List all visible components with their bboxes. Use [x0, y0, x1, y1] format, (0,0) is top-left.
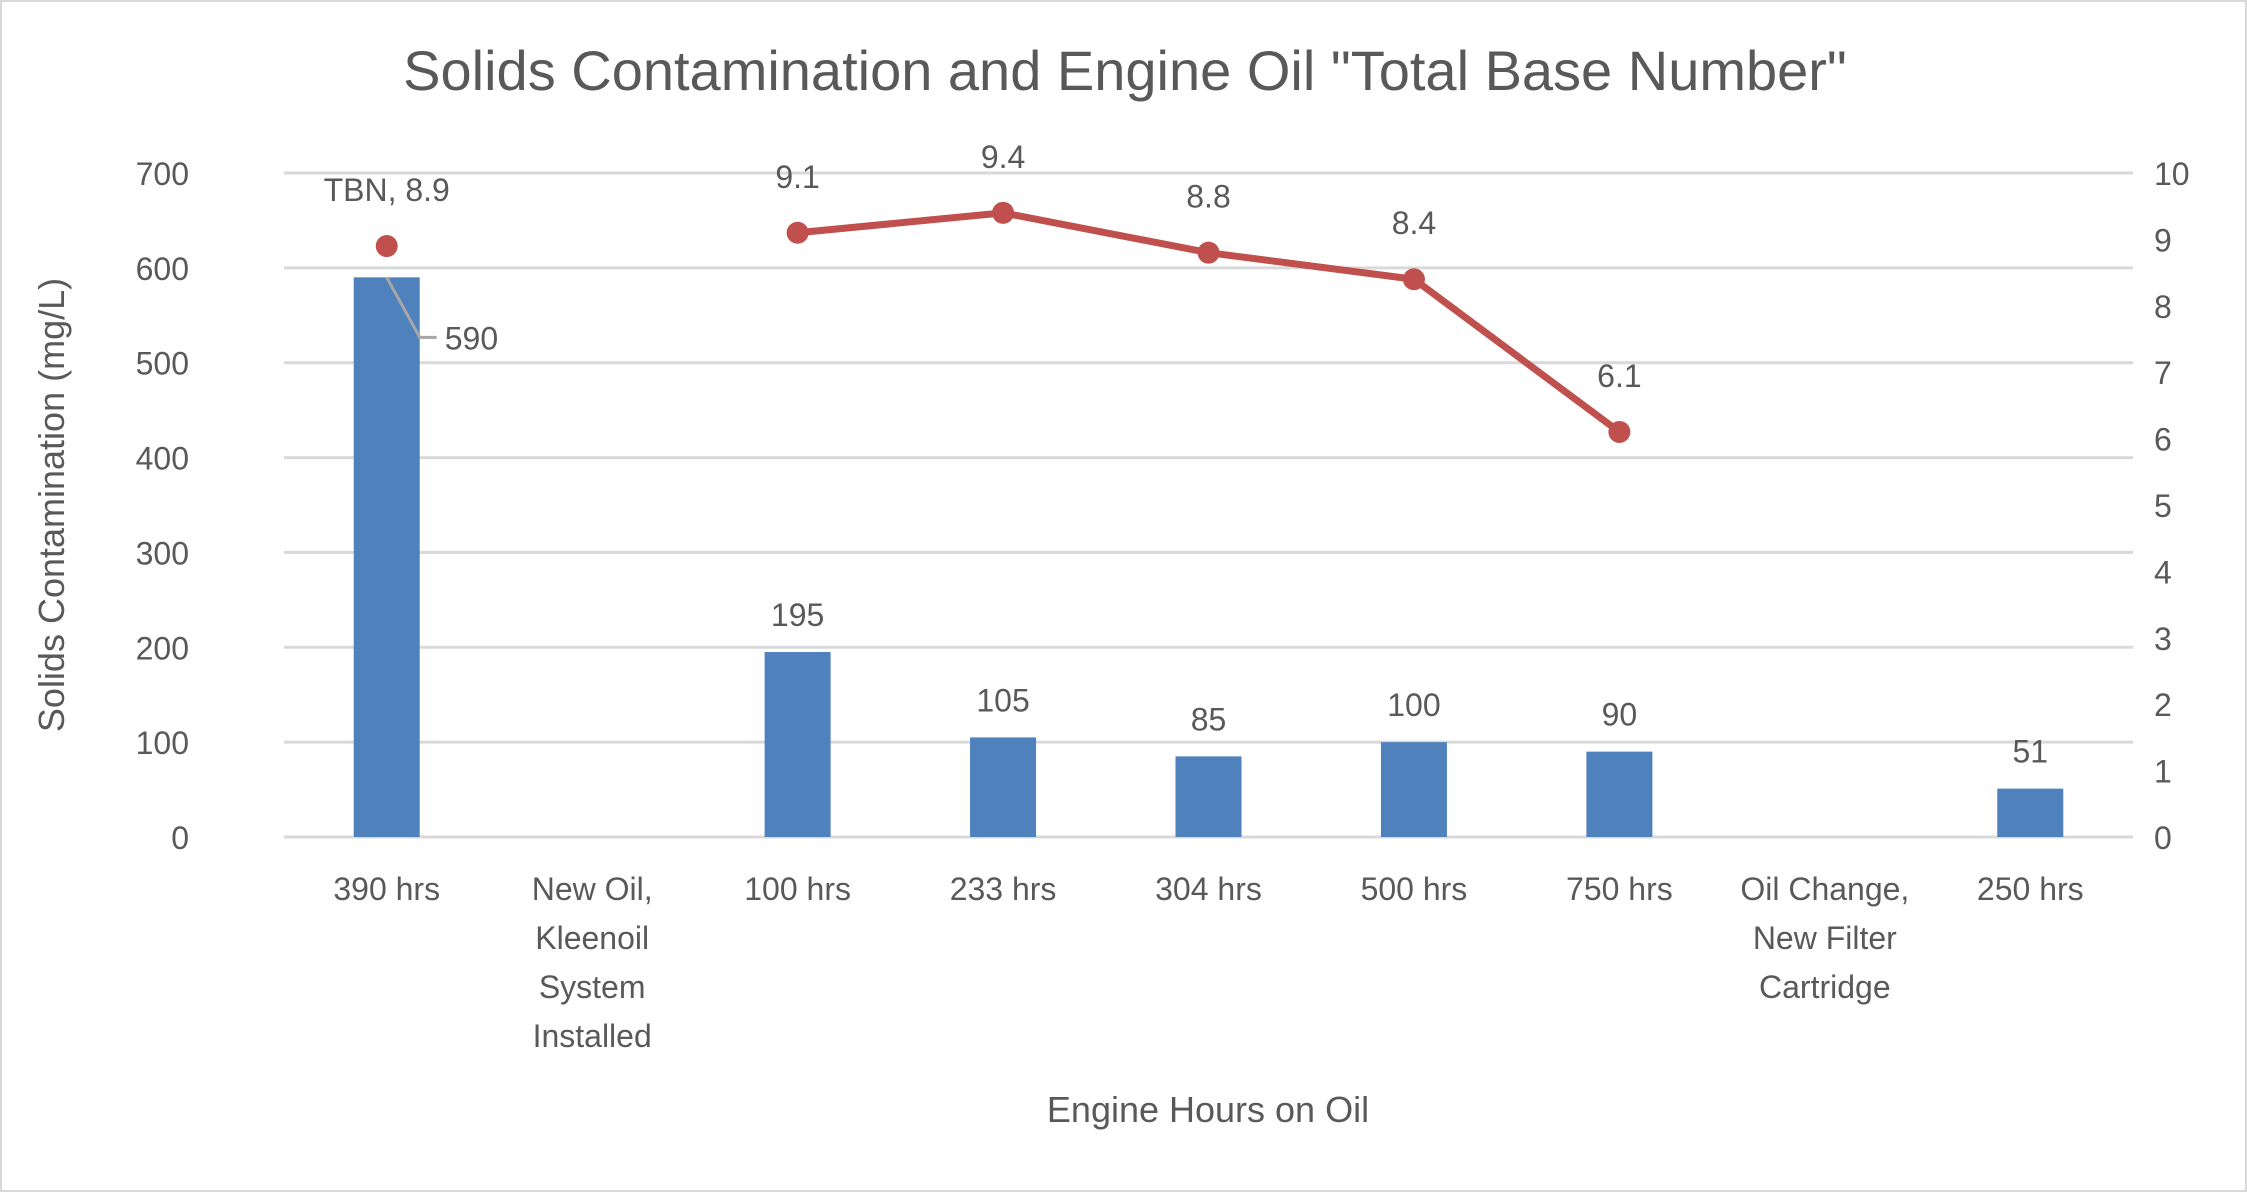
bar — [764, 652, 831, 837]
y2-tick-label: 9 — [2154, 222, 2172, 258]
tbn-point — [1197, 241, 1220, 264]
tbn-point — [786, 221, 809, 244]
line-data-label: 9.1 — [775, 159, 819, 195]
y2-tick-label: 7 — [2154, 355, 2172, 391]
y2-tick-label: 8 — [2154, 289, 2172, 325]
bar — [1380, 742, 1447, 837]
line-data-label: 8.8 — [1186, 179, 1230, 215]
bar-data-label: 85 — [1191, 701, 1227, 737]
y-tick-label: 700 — [136, 156, 189, 192]
line-data-label: 9.4 — [981, 139, 1025, 175]
bar-data-label: 590 — [445, 320, 498, 356]
y2-tick-label: 1 — [2154, 754, 2172, 790]
y2-tick-label: 6 — [2154, 422, 2172, 458]
y-tick-label: 100 — [136, 725, 189, 761]
bar — [1586, 751, 1653, 837]
y2-tick-label: 4 — [2154, 554, 2172, 590]
tbn-point — [1402, 268, 1425, 291]
line-data-label: TBN, 8.9 — [324, 172, 450, 208]
line-data-label: 6.1 — [1597, 358, 1641, 394]
bar — [353, 277, 420, 837]
tbn-point — [1608, 420, 1631, 443]
x-tick-label: Oil Change, New Filter Cartridge — [1740, 871, 1909, 1005]
x-axis-title: Engine Hours on Oil — [1047, 1089, 1369, 1130]
bar-data-label: 90 — [1602, 697, 1638, 733]
x-tick-label: 233 hrs — [950, 871, 1057, 907]
y2-tick-label: 0 — [2154, 820, 2172, 856]
x-tick-label: 250 hrs — [1977, 871, 2084, 907]
y2-tick-label: 3 — [2154, 621, 2172, 657]
y2-tick-label: 2 — [2154, 687, 2172, 723]
bar-data-label: 105 — [976, 682, 1029, 718]
tbn-point — [375, 235, 398, 258]
y-tick-label: 500 — [136, 346, 189, 382]
x-tick-label: 304 hrs — [1155, 871, 1262, 907]
y-axis-title: Solids Contamination (mg/L) — [31, 278, 72, 732]
bar — [1997, 788, 2064, 837]
bar-data-label: 100 — [1387, 687, 1440, 723]
bar-data-label: 195 — [771, 597, 824, 633]
y-tick-label: 300 — [136, 535, 189, 571]
tbn-point — [992, 201, 1015, 224]
leader-line — [385, 276, 437, 339]
x-tick-label: 100 hrs — [744, 871, 851, 907]
y2-tick-label: 10 — [2154, 156, 2190, 192]
y2-tick-label: 5 — [2154, 488, 2172, 524]
chart-title: Solids Contamination and Engine Oil "Tot… — [403, 39, 1847, 102]
y-tick-label: 400 — [136, 441, 189, 477]
y-tick-label: 200 — [136, 630, 189, 666]
x-tick-label: 750 hrs — [1566, 871, 1673, 907]
x-tick-label: 500 hrs — [1361, 871, 1468, 907]
y-tick-label: 0 — [171, 820, 189, 856]
line-data-label: 8.4 — [1392, 205, 1436, 241]
x-tick-label: New Oil, Kleenoil System Installed — [532, 871, 653, 1054]
bar-data-label: 51 — [2012, 734, 2048, 770]
x-tick-label: 390 hrs — [333, 871, 440, 907]
bar — [970, 737, 1037, 837]
y-tick-label: 600 — [136, 251, 189, 287]
bar — [1175, 756, 1242, 837]
